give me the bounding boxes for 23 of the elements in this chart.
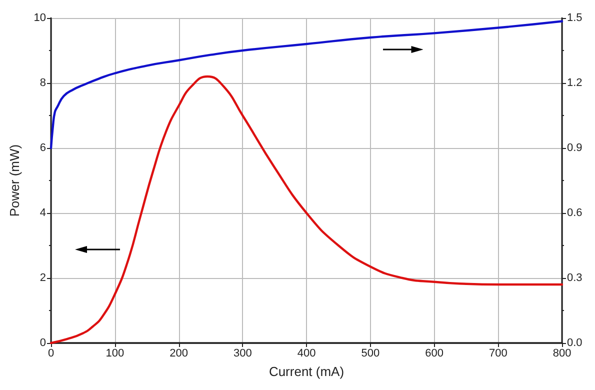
y-tick-label: 4 <box>40 207 46 219</box>
y2-tick-label: 0.0 <box>567 337 582 349</box>
x-tick-label: 700 <box>488 348 508 360</box>
x-tick-label: 100 <box>106 348 124 360</box>
y2-tick-label: 0.9 <box>567 142 582 154</box>
y2-tick-label: 1.2 <box>567 77 582 89</box>
x-tick-label: 400 <box>297 348 316 360</box>
x-axis-title: Current (mA) <box>268 364 344 379</box>
x-tick-label: 200 <box>170 348 188 360</box>
y2-tick-label: 0.3 <box>567 272 582 284</box>
y-axis-title: Power (mW) <box>7 144 22 217</box>
y2-tick-label: 0.6 <box>567 207 582 219</box>
x-tick-label: 0 <box>48 348 54 360</box>
x-tick-label: 300 <box>233 348 252 360</box>
y-tick-label: 0 <box>40 337 46 349</box>
y-tick-label: 10 <box>34 12 46 24</box>
x-tick-label: 600 <box>425 348 444 360</box>
y-tick-label: 8 <box>40 77 46 89</box>
y2-tick-label: 1.5 <box>567 12 582 24</box>
x-tick-label: 500 <box>361 348 380 360</box>
x-tick-label: 800 <box>552 348 572 360</box>
y-tick-label: 6 <box>40 142 46 154</box>
y-tick-label: 2 <box>40 272 46 284</box>
